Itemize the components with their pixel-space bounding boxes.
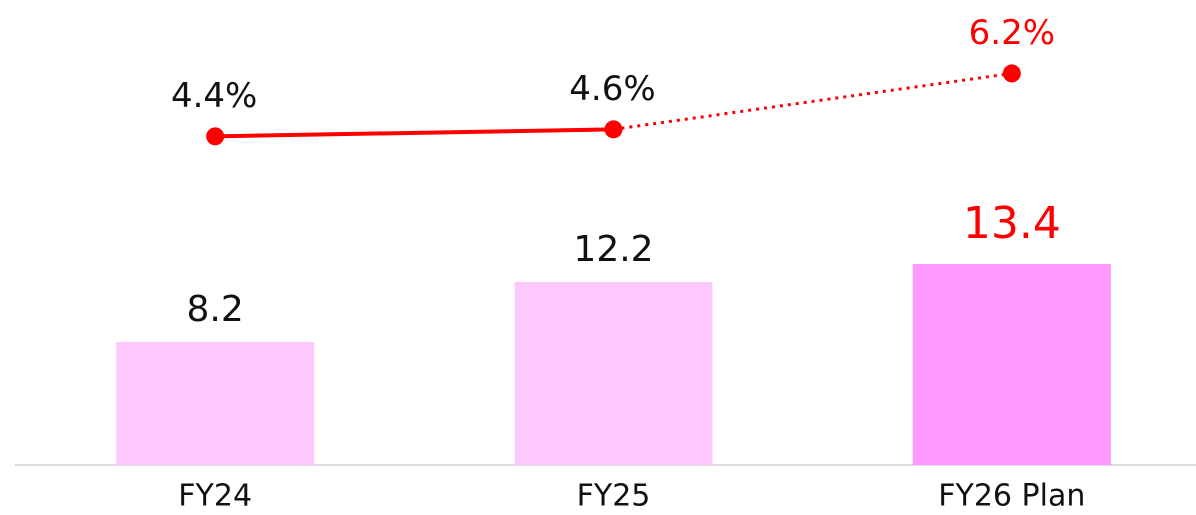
bar bbox=[116, 342, 315, 465]
x-tick-label: FY25 bbox=[577, 479, 651, 514]
line-segment bbox=[215, 127, 614, 139]
bar bbox=[514, 282, 713, 465]
bar bbox=[912, 264, 1111, 465]
bar-value-label: 12.2 bbox=[573, 229, 653, 270]
line-point bbox=[206, 127, 225, 146]
line-value-label: 4.4% bbox=[171, 76, 257, 116]
line-value-label: 6.2% bbox=[969, 13, 1055, 53]
bar-value-label: 8.2 bbox=[187, 289, 244, 330]
x-tick-label: FY26 Plan bbox=[938, 479, 1085, 514]
x-tick-label: FY24 bbox=[178, 479, 252, 514]
line-value-label: 4.6% bbox=[569, 69, 655, 109]
line-segment bbox=[613, 71, 1013, 131]
line-point bbox=[1002, 64, 1021, 83]
bar-value-label: 13.4 bbox=[963, 198, 1061, 249]
line-point bbox=[604, 120, 623, 139]
